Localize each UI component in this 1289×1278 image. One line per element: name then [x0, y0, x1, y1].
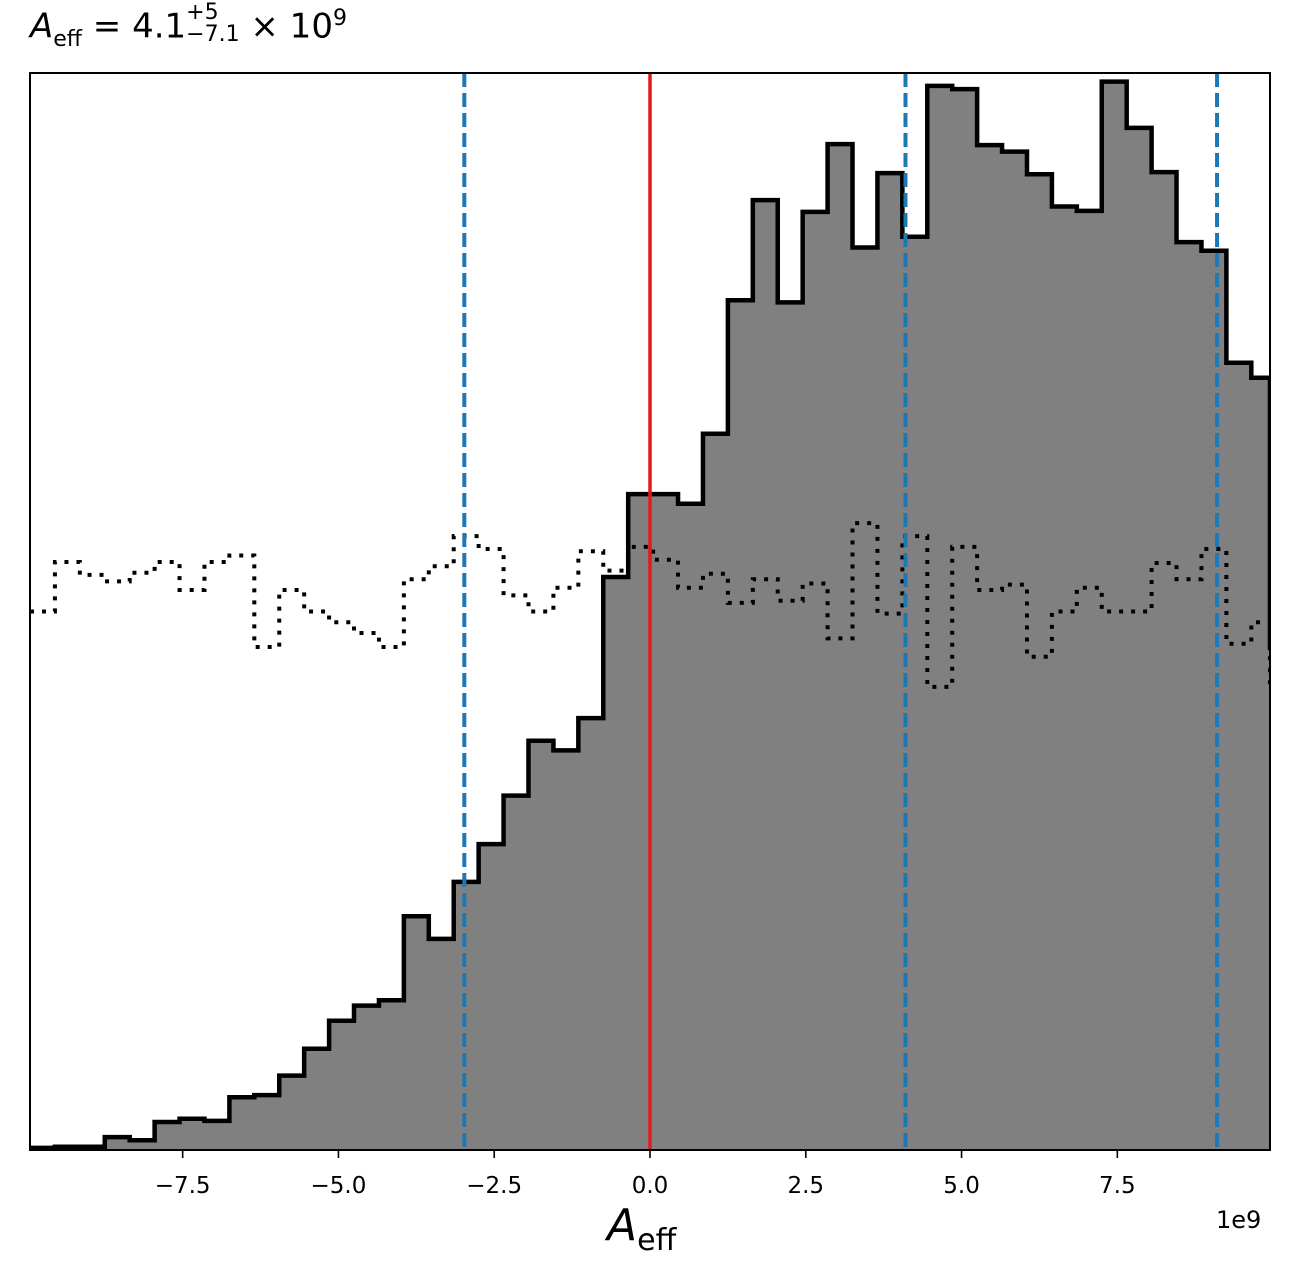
posterior-bar	[254, 1095, 280, 1150]
posterior-bar	[877, 173, 903, 1150]
title-symbol: A	[30, 6, 54, 47]
posterior-bar	[1002, 151, 1028, 1150]
posterior-bar	[1251, 377, 1270, 1150]
posterior-bar	[727, 300, 754, 1150]
x-axis-label: Aeff	[607, 1200, 676, 1258]
posterior-bar	[528, 740, 555, 1150]
title-error-bounds: +5 −7.1	[186, 2, 239, 46]
posterior-bar	[777, 302, 804, 1150]
x-axis-offset-label: 1e9	[1216, 1206, 1262, 1234]
x-tick-label: −7.5	[155, 1173, 211, 1199]
posterior-bar	[428, 938, 455, 1150]
reference-lines	[462, 73, 1220, 1150]
x-axis-label-subscript: eff	[637, 1223, 677, 1258]
posterior-bar	[304, 1048, 330, 1150]
posterior-bar	[503, 795, 530, 1150]
posterior-outline	[30, 79, 1270, 1150]
title-exponent: 9	[332, 6, 347, 32]
title-multiplier: × 10	[250, 6, 333, 47]
x-tick-label: −5.0	[311, 1173, 367, 1199]
posterior-bar	[827, 144, 854, 1150]
posterior-bar	[279, 1075, 305, 1150]
posterior-bar	[1226, 362, 1252, 1150]
posterior-bar	[154, 1121, 181, 1150]
posterior-bar	[702, 433, 729, 1150]
posterior-bar	[952, 89, 978, 1150]
posterior-bar	[403, 916, 430, 1150]
posterior-bar	[354, 1005, 380, 1150]
posterior-bar	[453, 881, 480, 1150]
title-upper-error: +5	[186, 0, 219, 25]
posterior-bar	[802, 211, 829, 1150]
posterior-bar	[927, 85, 953, 1150]
posterior-bar	[104, 1137, 131, 1150]
posterior-bar	[553, 750, 579, 1150]
x-tick-label: 7.5	[1099, 1173, 1136, 1199]
title-value: = 4.1	[92, 6, 187, 47]
posterior-bar	[1101, 81, 1128, 1150]
prior-outline	[30, 521, 1270, 689]
posterior-histogram	[30, 79, 1270, 1150]
posterior-bar	[378, 1000, 405, 1150]
posterior-bar	[603, 577, 629, 1150]
posterior-bar	[329, 1020, 355, 1150]
prior-histogram	[30, 521, 1270, 689]
x-tick-label: 5.0	[943, 1173, 980, 1199]
posterior-bar	[1026, 174, 1053, 1150]
posterior-bar	[1176, 242, 1203, 1150]
posterior-bar	[653, 494, 679, 1150]
posterior-bar	[578, 718, 604, 1150]
posterior-bar	[678, 503, 704, 1150]
chart-title: Aeff = 4.1 +5 −7.1 × 109	[30, 2, 347, 52]
x-tick-label: 2.5	[787, 1173, 824, 1199]
posterior-bar	[1201, 250, 1227, 1150]
posterior-bar	[229, 1097, 255, 1150]
posterior-bar	[1076, 210, 1103, 1150]
x-axis-label-symbol: A	[607, 1200, 638, 1251]
posterior-bar	[204, 1120, 230, 1150]
posterior-bar	[1151, 172, 1178, 1150]
x-tick-label: −2.5	[466, 1173, 522, 1199]
posterior-bar	[179, 1118, 206, 1150]
posterior-bar	[852, 247, 879, 1150]
posterior-bar	[752, 200, 779, 1150]
x-axis-ticks: −7.5 −5.0 −2.5 0.0 2.5 5.0 7.5	[155, 1150, 1136, 1199]
title-lower-error: −7.1	[186, 22, 240, 47]
title-symbol-subscript: eff	[53, 26, 82, 52]
posterior-bar	[977, 145, 1003, 1150]
posterior-bar	[1051, 206, 1078, 1150]
x-tick-label: 0.0	[632, 1173, 669, 1199]
posterior-bar	[129, 1140, 156, 1150]
posterior-bar	[478, 844, 505, 1150]
posterior-bar	[1126, 127, 1153, 1150]
